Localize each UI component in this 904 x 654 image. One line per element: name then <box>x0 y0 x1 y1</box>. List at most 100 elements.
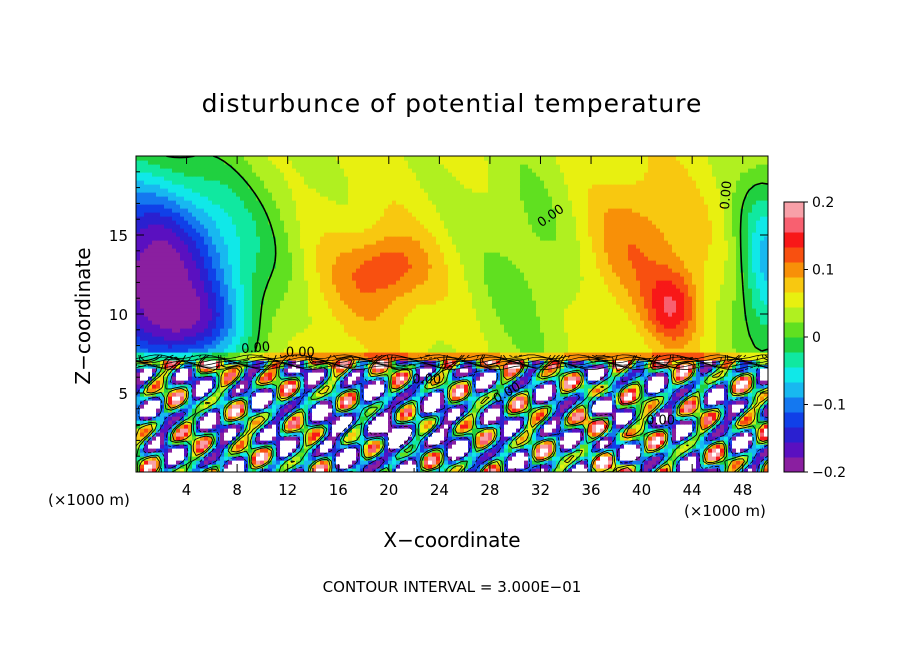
field-cell <box>476 436 481 441</box>
field-cell <box>296 400 301 405</box>
field-cell <box>536 404 541 409</box>
field-cell <box>172 368 177 373</box>
field-cell <box>552 420 557 425</box>
field-cell <box>580 420 585 425</box>
field-cell <box>544 368 549 373</box>
field-cell <box>500 376 505 381</box>
field-cell <box>736 448 741 453</box>
field-cell <box>212 464 217 469</box>
field-cell <box>548 468 553 472</box>
field-cell <box>480 388 485 393</box>
field-cell <box>656 420 661 425</box>
field-cell <box>712 448 717 453</box>
field-cell <box>624 396 629 401</box>
field-cell <box>604 432 609 437</box>
field-cell <box>348 388 353 393</box>
field-cell <box>448 412 453 417</box>
field-cell <box>652 416 657 421</box>
field-cell <box>400 372 405 377</box>
field-cell <box>320 380 325 385</box>
field-cell <box>136 372 141 377</box>
field-cell <box>676 444 681 449</box>
field-cell <box>260 464 265 469</box>
field-cell <box>460 452 465 457</box>
field-cell <box>196 448 201 453</box>
field-cell <box>440 464 445 469</box>
field-cell <box>700 452 705 457</box>
field-cell <box>376 344 381 349</box>
field-cell <box>648 352 653 357</box>
field-cell <box>152 456 157 461</box>
field-cell <box>156 428 161 433</box>
field-cell <box>156 448 161 453</box>
field-cell <box>216 344 221 349</box>
field-cell <box>156 384 161 389</box>
field-cell <box>140 396 145 401</box>
field-cell <box>356 348 361 353</box>
field-cell <box>380 420 385 425</box>
field-cell <box>336 372 341 377</box>
field-cell <box>488 396 493 401</box>
field-cell <box>192 464 197 469</box>
field-cell <box>704 416 709 421</box>
field-cell <box>684 400 689 405</box>
field-cell <box>480 420 485 425</box>
field-cell <box>216 368 221 373</box>
field-cell <box>664 388 669 393</box>
field-cell <box>680 432 685 437</box>
field-cell <box>336 416 341 421</box>
field-cell <box>152 408 157 413</box>
field-cell <box>532 432 537 437</box>
field-cell <box>220 376 225 381</box>
field-cell <box>480 416 485 421</box>
field-cell <box>600 392 605 397</box>
field-cell <box>220 468 225 472</box>
field-cell <box>536 384 541 389</box>
field-cell <box>216 460 221 465</box>
field-cell <box>748 448 753 453</box>
field-cell <box>508 432 513 437</box>
field-cell <box>304 436 309 441</box>
field-cell <box>456 420 461 425</box>
field-cell <box>168 448 173 453</box>
field-cell <box>324 376 329 381</box>
field-cell <box>532 412 537 417</box>
field-cell <box>532 404 537 409</box>
field-cell <box>392 392 397 397</box>
field-cell <box>396 436 401 441</box>
field-cell <box>688 380 693 385</box>
field-cell <box>212 440 217 445</box>
field-cell <box>344 396 349 401</box>
field-cell <box>248 432 253 437</box>
field-cell <box>764 416 768 421</box>
field-cell <box>368 396 373 401</box>
field-cell <box>692 412 697 417</box>
field-cell <box>144 448 149 453</box>
field-cell <box>528 432 533 437</box>
field-cell <box>572 352 577 357</box>
field-cell <box>220 368 225 373</box>
field-cell <box>692 372 697 377</box>
field-cell <box>404 460 409 465</box>
field-cell <box>172 396 177 401</box>
field-cell <box>364 400 369 405</box>
field-cell <box>416 372 421 377</box>
field-cell <box>580 456 585 461</box>
field-cell <box>240 372 245 377</box>
field-cell <box>532 356 537 361</box>
field-cell <box>616 432 621 437</box>
field-cell <box>352 432 357 437</box>
field-cell <box>612 464 617 469</box>
field-cell <box>160 432 165 437</box>
field-cell <box>652 348 657 353</box>
field-cell <box>328 400 333 405</box>
field-cell <box>244 468 249 472</box>
field-cell <box>368 404 373 409</box>
field-cell <box>704 404 709 409</box>
field-cell <box>504 440 509 445</box>
field-cell <box>324 416 329 421</box>
field-cell <box>172 436 177 441</box>
field-cell <box>460 380 465 385</box>
field-cell <box>292 408 297 413</box>
field-cell <box>472 348 477 353</box>
